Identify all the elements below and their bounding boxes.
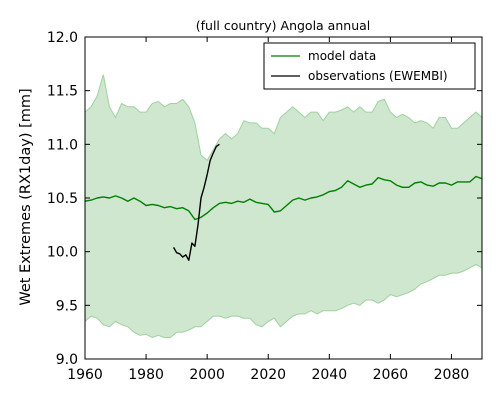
plot-area	[84, 74, 483, 339]
model-range-band	[84, 74, 483, 339]
legend-label-observations: observations (EWEMBI)	[308, 69, 448, 83]
x-tick-label: 2000	[189, 367, 225, 383]
plot-frame	[84, 36, 483, 360]
y-tick-label: 10.0	[47, 245, 78, 261]
series-line-observations	[172, 143, 220, 261]
x-tick-label: 2040	[311, 367, 347, 383]
x-tick-label: 2060	[373, 367, 409, 383]
legend-box	[263, 42, 476, 90]
y-tick-label: 9.5	[56, 298, 78, 314]
y-tick-label: 11.0	[47, 137, 78, 153]
legend: model data observations (EWEMBI)	[263, 42, 476, 90]
x-tick-label: 1980	[128, 367, 164, 383]
x-tick-label: 1960	[67, 367, 103, 383]
x-tick-label: 2020	[250, 367, 286, 383]
chart-title: (full country) Angola annual	[196, 18, 371, 33]
y-axis-label: Wet Extremes (RX1day) [mm]	[18, 88, 34, 305]
axis-ticks: 1960 1980 2000 2020 2040 2060 2080 9.0 9.5 10.0 10…	[47, 30, 482, 383]
y-tick-label: 9.0	[56, 352, 78, 368]
series-line-model	[84, 175, 483, 221]
y-tick-label: 11.5	[47, 84, 78, 100]
legend-label-model: model data	[308, 49, 376, 63]
y-tick-label: 12.0	[47, 30, 78, 46]
x-tick-label: 2080	[434, 367, 470, 383]
y-tick-label: 10.5	[47, 191, 78, 207]
